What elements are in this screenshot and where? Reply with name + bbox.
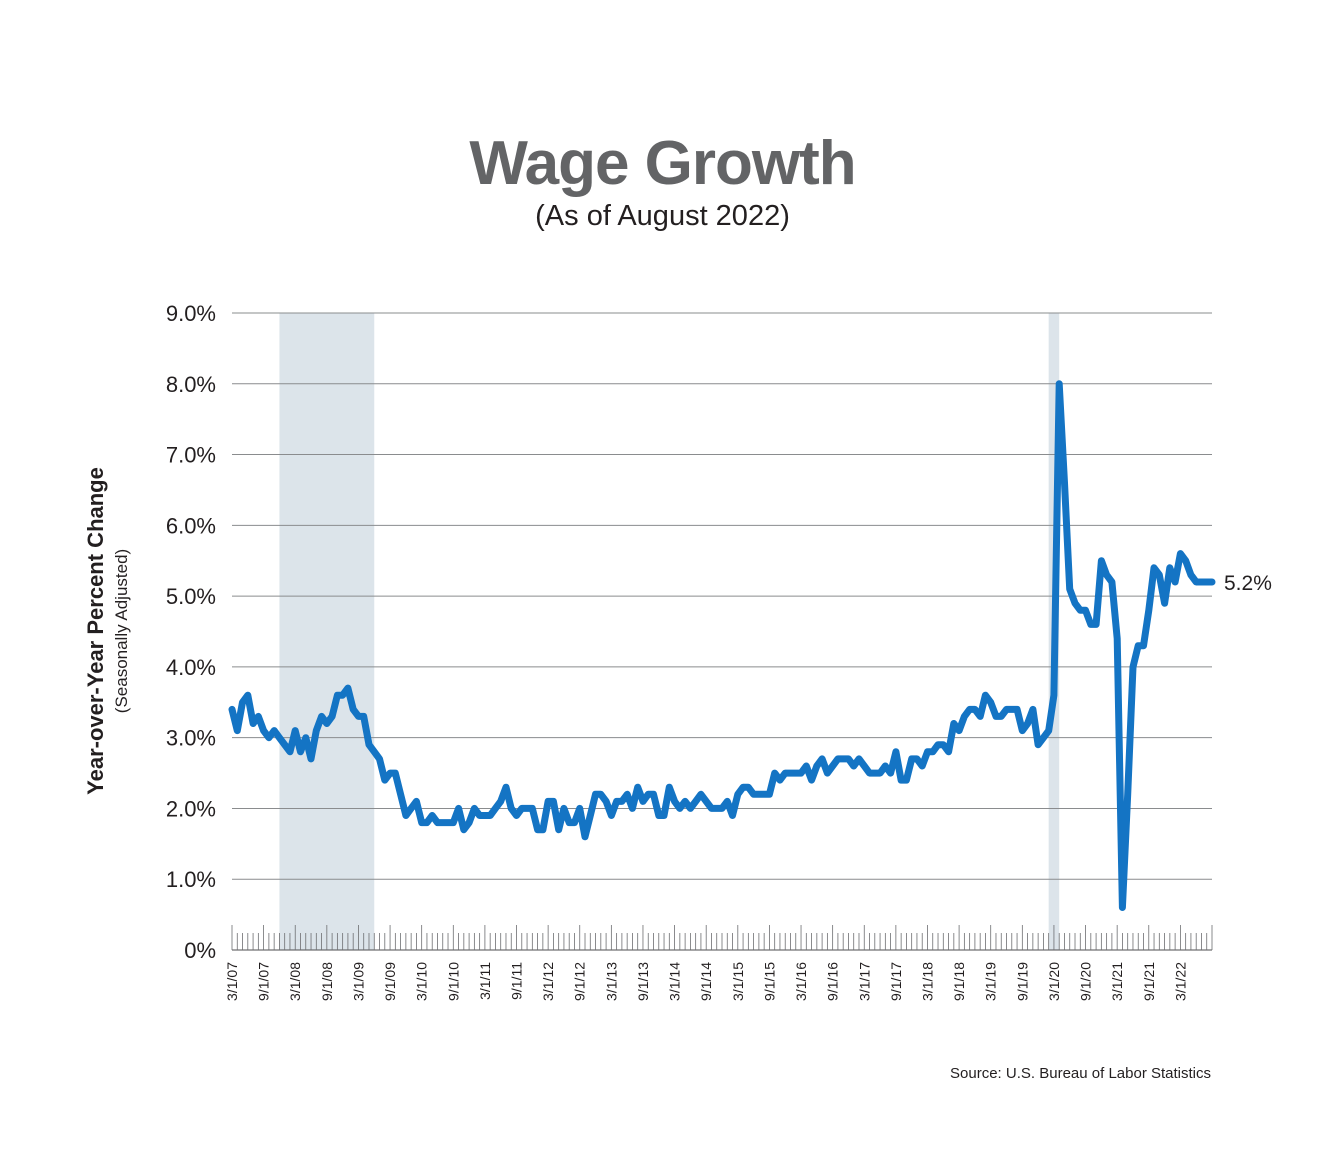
y-tick-label: 1.0%	[166, 867, 216, 892]
x-tick-label: 3/1/11	[477, 962, 493, 1000]
y-axis-ticks: 0% 1.0% 2.0% 3.0% 4.0% 5.0% 6.0% 7.0% 8.0% 9.0%	[166, 301, 216, 963]
x-tick-label: 9/1/14	[698, 962, 714, 1001]
y-tick-label: 8.0%	[166, 372, 216, 397]
x-tick-label: 3/1/13	[603, 962, 619, 1001]
x-tick-label: 9/1/20	[1078, 962, 1094, 1001]
x-tick-label: 3/1/09	[350, 962, 366, 1001]
x-axis	[231, 925, 1213, 951]
shaded-period-1	[279, 313, 375, 950]
x-tick-label: 9/1/13	[635, 962, 651, 1001]
x-tick-label: 9/1/21	[1141, 962, 1157, 1001]
gridlines	[232, 312, 1212, 880]
y-axis-subtitle: (Seasonally Adjusted)	[112, 549, 131, 713]
x-tick-label: 3/1/10	[414, 962, 430, 1001]
x-tick-label: 9/1/08	[319, 962, 335, 1001]
x-tick-label: 3/1/17	[856, 962, 872, 1001]
x-tick-label: 3/1/21	[1109, 962, 1125, 1001]
x-tick-label: 3/1/19	[983, 962, 999, 1001]
x-tick-label: 3/1/07	[224, 962, 240, 1001]
y-tick-label: 2.0%	[166, 796, 216, 821]
x-axis-tick-labels: 3/1/07 9/1/07 3/1/08 9/1/08 3/1/09 9/1/09 3/1/…	[224, 962, 1188, 1001]
x-tick-label: 9/1/15	[761, 962, 777, 1001]
x-tick-label: 3/1/15	[730, 962, 746, 1001]
y-tick-label: 5.0%	[166, 584, 216, 609]
x-tick-label: 3/1/14	[667, 962, 683, 1001]
x-tick-label: 9/1/11	[509, 962, 525, 1000]
x-tick-label: 3/1/22	[1172, 962, 1188, 1001]
y-tick-label: 4.0%	[166, 655, 216, 680]
chart-title: Wage Growth	[469, 129, 856, 198]
recession-shading	[279, 313, 1060, 950]
y-tick-label: 3.0%	[166, 726, 216, 751]
wage-growth-series	[228, 380, 1216, 911]
y-axis-title: Year-over-Year Percent Change	[83, 467, 108, 795]
x-tick-label: 9/1/19	[1014, 962, 1030, 1001]
x-tick-label: 9/1/12	[572, 962, 588, 1001]
x-tick-label: 9/1/10	[445, 962, 461, 1001]
x-tick-label: 9/1/16	[825, 962, 841, 1001]
x-tick-label: 3/1/16	[793, 962, 809, 1001]
x-tick-label: 3/1/08	[287, 962, 303, 1001]
series-line	[228, 380, 1216, 911]
chart-subtitle: (As of August 2022)	[535, 200, 790, 232]
end-value-label: 5.2%	[1224, 572, 1272, 595]
x-tick-label: 3/1/20	[1046, 962, 1062, 1001]
x-tick-label: 9/1/18	[951, 962, 967, 1001]
y-tick-label: 0%	[184, 938, 216, 963]
x-tick-label: 3/1/12	[540, 962, 556, 1001]
x-tick-label: 3/1/18	[919, 962, 935, 1001]
x-tick-label: 9/1/07	[256, 962, 272, 1001]
y-tick-label: 7.0%	[166, 443, 216, 468]
x-tick-label: 9/1/17	[888, 962, 904, 1001]
source-note: Source: U.S. Bureau of Labor Statistics	[950, 1065, 1211, 1082]
y-tick-label: 9.0%	[166, 301, 216, 326]
x-tick-label: 9/1/09	[382, 962, 398, 1001]
y-tick-label: 6.0%	[166, 513, 216, 538]
